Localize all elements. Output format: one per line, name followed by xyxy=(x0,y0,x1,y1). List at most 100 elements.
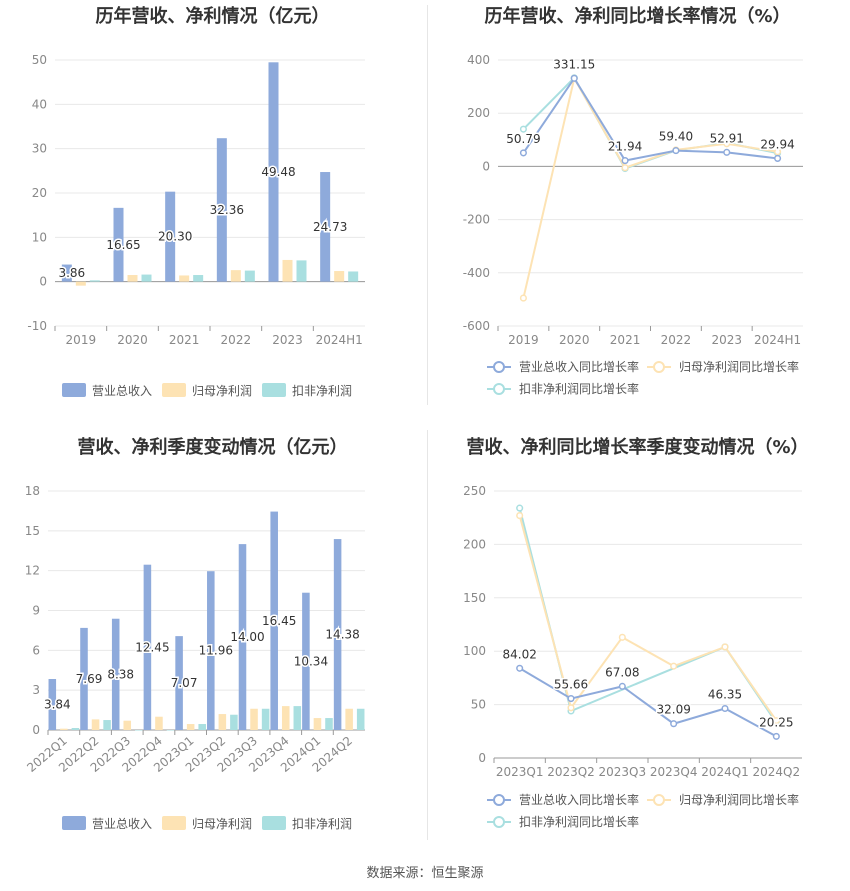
y-tick-label: 0 xyxy=(39,275,47,289)
bar-net-profit xyxy=(250,708,258,730)
x-tick-label: 2020 xyxy=(117,333,148,347)
bar-net-profit xyxy=(127,275,138,282)
y-tick-label: 18 xyxy=(25,484,40,498)
chart-title: 历年营收、净利同比增长率情况（%） xyxy=(484,6,791,27)
x-tick-label: 2023 xyxy=(272,333,303,347)
bar-revenue xyxy=(113,207,124,282)
x-tick-label: 2023 xyxy=(711,333,742,347)
data-label: 16.65 xyxy=(106,238,140,252)
bar-revenue xyxy=(270,511,278,730)
legend-swatch xyxy=(162,383,186,397)
data-point xyxy=(723,148,731,156)
bar-revenue xyxy=(238,544,247,730)
data-label: 331.15 xyxy=(553,57,595,71)
data-point xyxy=(519,294,527,302)
data-point xyxy=(618,633,626,641)
legend-label: 营业总收入同比增长率 xyxy=(519,792,639,807)
legend-label: 扣非净利润 xyxy=(292,384,352,398)
data-point xyxy=(567,695,575,703)
bottom-divider xyxy=(427,430,428,840)
bar-revenue xyxy=(165,191,176,282)
data-label: 10.34 xyxy=(294,654,328,668)
bar-deducted-profit xyxy=(293,706,302,730)
data-label: 49.48 xyxy=(261,165,295,179)
data-point xyxy=(774,154,782,162)
bar-deducted-profit xyxy=(356,708,365,730)
y-tick-label: 250 xyxy=(463,484,486,498)
y-tick-label: 200 xyxy=(467,106,490,120)
y-tick-label: 15 xyxy=(25,524,40,538)
data-label: 21.94 xyxy=(608,140,642,154)
legend-label: 归母净利润同比增长率 xyxy=(679,792,799,807)
legend-marker xyxy=(493,816,505,828)
x-tick-label: 2024Q2 xyxy=(753,765,801,779)
data-point xyxy=(516,664,524,672)
chart-title: 营收、净利季度变动情况（亿元） xyxy=(77,437,348,458)
bar-deducted-profit xyxy=(193,275,204,282)
legend-label: 营业总收入 xyxy=(92,384,152,398)
data-label: 12.45 xyxy=(135,640,169,654)
x-tick-label: 2021 xyxy=(610,333,641,347)
y-tick-label: 100 xyxy=(463,644,486,658)
legend-label: 归母净利润 xyxy=(192,384,252,398)
data-label: 67.08 xyxy=(605,665,639,679)
bar-revenue xyxy=(216,138,227,282)
annual-revenue-profit-chart: 历年营收、净利情况（亿元） -10 0 10 20 30 40 50 2019 2020 2021… xyxy=(0,0,425,410)
x-tick-label: 2020 xyxy=(559,333,590,347)
bar-net-profit xyxy=(218,714,227,730)
legend-swatch xyxy=(262,816,286,830)
bar-net-profit xyxy=(123,720,132,730)
data-label: 52.91 xyxy=(710,131,744,145)
legend-marker xyxy=(653,794,665,806)
bar-revenue xyxy=(207,571,215,730)
data-point xyxy=(570,74,578,82)
legend-swatch xyxy=(162,816,186,830)
series-line xyxy=(518,515,778,722)
data-point xyxy=(721,704,729,713)
data-label: 59.40 xyxy=(659,130,693,144)
x-tick-label: 2023Q2 xyxy=(547,765,595,779)
bar-revenue xyxy=(143,564,152,730)
data-label: 84.02 xyxy=(502,647,536,661)
bar-net-profit xyxy=(345,708,353,730)
legend-label: 营业总收入 xyxy=(92,817,152,831)
x-tick-label: 2022 xyxy=(221,333,252,347)
data-point xyxy=(567,704,575,712)
quarterly-revenue-profit-chart: 营收、净利季度变动情况（亿元） 0 3 6 9 12 15 18 2022Q1 2022Q2 20… xyxy=(0,425,425,865)
y-tick-label: 30 xyxy=(32,142,47,156)
bar-deducted-profit xyxy=(89,280,100,282)
y-tick-label: -10 xyxy=(27,319,47,333)
y-tick-label: 6 xyxy=(32,643,40,657)
data-point xyxy=(519,125,527,133)
bar-deducted-profit xyxy=(135,730,143,731)
data-label: 32.09 xyxy=(656,703,690,717)
y-tick-label: 9 xyxy=(32,604,40,618)
bar-deducted-profit xyxy=(166,730,175,731)
data-label: 16.45 xyxy=(262,614,296,628)
bar-revenue xyxy=(80,627,88,730)
y-tick-label: 0 xyxy=(478,751,486,765)
bar-deducted-profit xyxy=(198,724,206,730)
top-divider xyxy=(427,5,428,405)
data-label: 7.69 xyxy=(76,672,103,686)
legend-marker xyxy=(493,794,505,806)
series-line xyxy=(519,667,777,738)
chart-title: 历年营收、净利情况（亿元） xyxy=(95,6,330,27)
bar-deducted-profit xyxy=(230,714,238,730)
data-label: 20.25 xyxy=(759,715,793,729)
x-tick-label: 2023Q4 xyxy=(650,765,698,779)
x-tick-label: 2019 xyxy=(66,333,97,347)
data-label: 29.94 xyxy=(760,137,794,151)
data-point xyxy=(519,149,527,157)
chart-svg: -600 -400 -200 0 200 400 2019 2020 2021 2022 2023 2… xyxy=(463,53,803,396)
data-point xyxy=(516,512,524,520)
data-label: 24.73 xyxy=(313,220,347,234)
bar-deducted-profit xyxy=(348,271,359,282)
data-label: 14.38 xyxy=(325,628,359,642)
legend-label: 扣非净利润同比增长率 xyxy=(519,814,639,829)
bar-deducted-profit xyxy=(71,728,80,730)
data-point xyxy=(670,720,678,728)
y-tick-label: 150 xyxy=(463,591,486,605)
data-point xyxy=(772,732,780,740)
data-label: 32.36 xyxy=(210,203,244,217)
